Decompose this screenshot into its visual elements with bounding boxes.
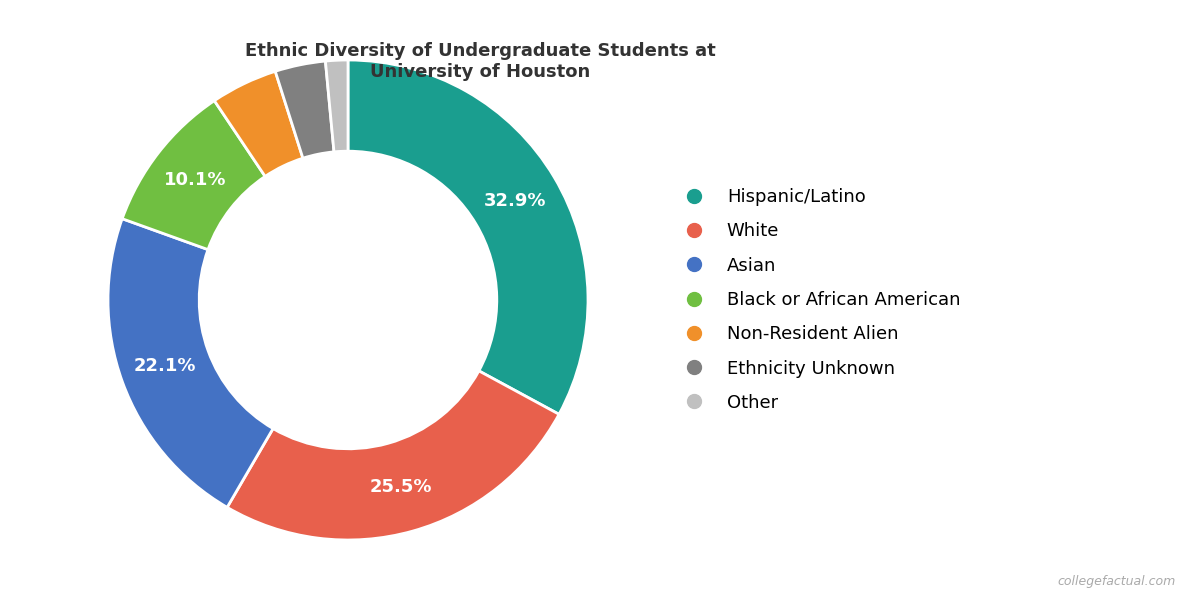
Wedge shape xyxy=(325,60,348,152)
Text: Ethnic Diversity of Undergraduate Students at
University of Houston: Ethnic Diversity of Undergraduate Studen… xyxy=(245,42,715,81)
Wedge shape xyxy=(108,219,274,508)
Legend: Hispanic/Latino, White, Asian, Black or African American, Non-Resident Alien, Et: Hispanic/Latino, White, Asian, Black or … xyxy=(670,181,967,419)
Wedge shape xyxy=(227,371,559,540)
Text: collegefactual.com: collegefactual.com xyxy=(1057,575,1176,588)
Text: 25.5%: 25.5% xyxy=(370,478,432,496)
Text: 32.9%: 32.9% xyxy=(484,191,546,209)
Wedge shape xyxy=(122,101,265,250)
Wedge shape xyxy=(275,61,334,158)
Text: 10.1%: 10.1% xyxy=(163,172,226,190)
Wedge shape xyxy=(348,60,588,414)
Text: 22.1%: 22.1% xyxy=(134,358,197,376)
Wedge shape xyxy=(215,71,302,176)
